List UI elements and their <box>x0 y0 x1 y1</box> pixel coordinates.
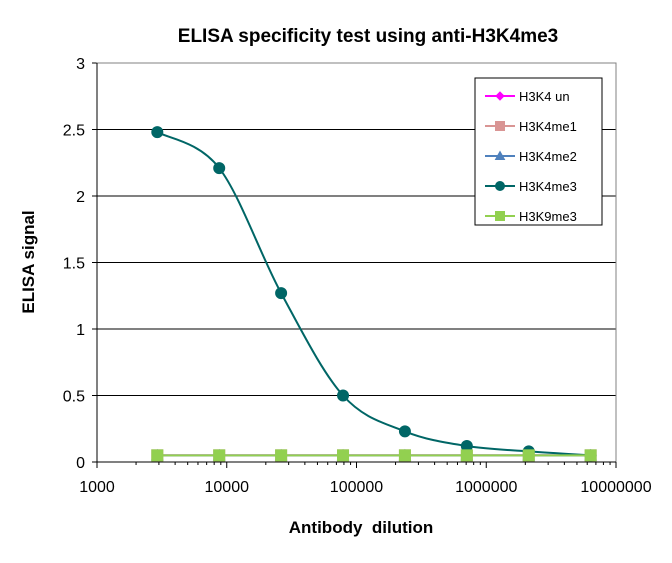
x-tick-label: 100000 <box>330 479 383 496</box>
data-point <box>522 449 535 462</box>
legend-swatch-marker <box>495 121 505 131</box>
data-point <box>213 162 226 175</box>
x-axis-label: Antibody dilution <box>289 518 433 537</box>
chart-title: ELISA specificity test using anti-H3K4me… <box>178 26 558 47</box>
y-tick-label: 0 <box>76 455 85 472</box>
legend-entry: H3K4me1 <box>519 119 577 134</box>
legend-swatch-marker <box>495 91 505 101</box>
x-tick-label: 1000 <box>79 479 115 496</box>
y-tick-labels: 0 0.5 1 1.5 2 2.5 3 <box>63 56 85 472</box>
legend-box <box>474 77 603 226</box>
legend-entry: H3K4me2 <box>519 149 577 164</box>
data-point <box>151 449 164 462</box>
y-tick-label: 2.5 <box>63 123 85 140</box>
data-point <box>584 449 597 462</box>
axes <box>92 62 617 468</box>
series-group <box>150 126 597 462</box>
legend: H3K4 un H3K4me1 H3K4me2 H3K4me3 H3K9me3 <box>474 77 603 226</box>
data-point <box>398 449 411 462</box>
series-line <box>156 131 591 457</box>
legend-entry: H3K4 un <box>519 89 570 104</box>
y-tick-label: 1 <box>76 322 85 339</box>
data-point <box>275 287 288 300</box>
data-point <box>151 126 164 139</box>
data-point <box>275 449 288 462</box>
legend-swatch-marker <box>495 211 505 221</box>
series-h3k9me3 <box>151 449 597 462</box>
legend-entry: H3K4me3 <box>519 179 577 194</box>
data-point <box>460 449 473 462</box>
x-tick-label: 10000 <box>205 479 250 496</box>
x-tick-label: 10000000 <box>580 479 651 496</box>
legend-swatch-marker <box>495 181 505 191</box>
data-point <box>213 449 226 462</box>
legend-swatch-marker <box>494 150 506 160</box>
legend-entry: H3K9me3 <box>519 209 577 224</box>
data-point <box>337 449 350 462</box>
data-point <box>337 389 350 402</box>
data-point <box>398 425 411 438</box>
y-tick-label: 0.5 <box>63 389 85 406</box>
y-tick-label: 3 <box>76 56 85 73</box>
y-tick-label: 2 <box>76 189 85 206</box>
x-tick-labels: 1000 10000 100000 1000000 10000000 <box>79 479 651 496</box>
x-tick-label: 1000000 <box>455 479 517 496</box>
y-tick-label: 1.5 <box>63 256 85 273</box>
y-axis-label: ELISA signal <box>19 210 38 313</box>
